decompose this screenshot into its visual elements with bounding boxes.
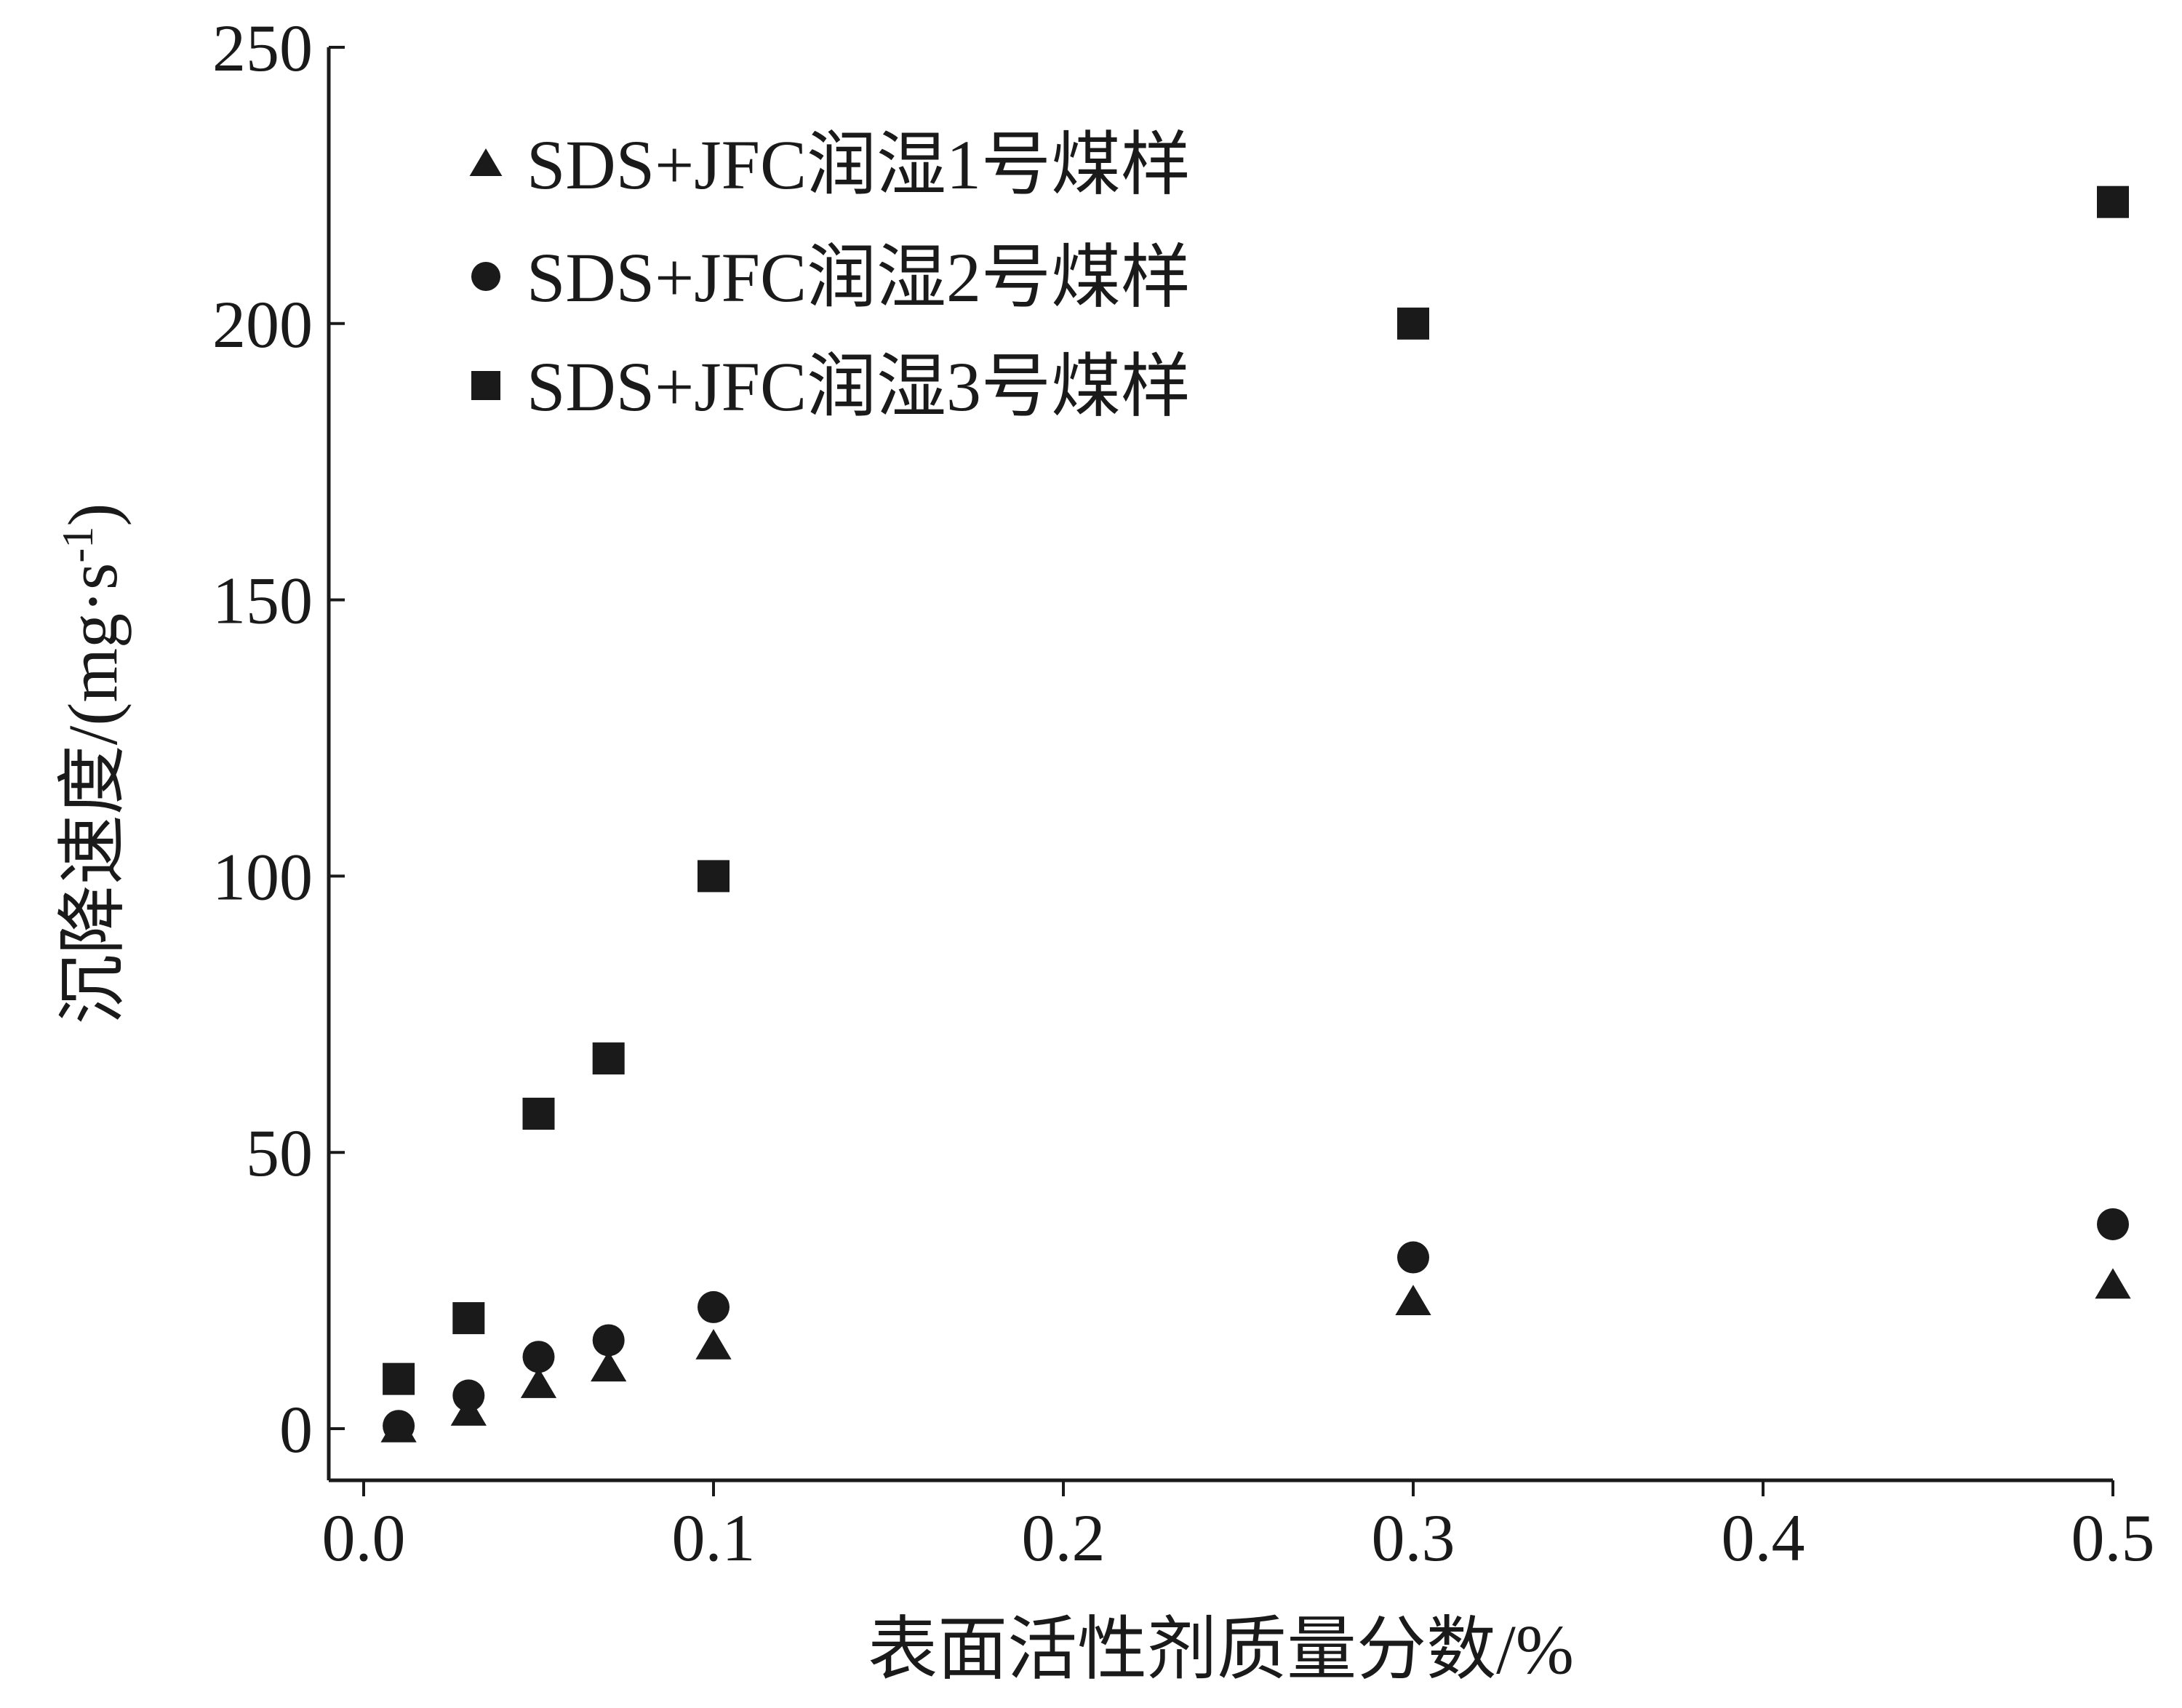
circle-point [1397,1241,1429,1274]
y-tick-label: 200 [212,287,313,362]
triangle-point [591,1351,627,1382]
legend-label: SDS+JFC润湿2号煤样 [527,239,1191,316]
x-ticks: 0.0 0.1 0.2 0.3 0.4 0.5 [322,1480,2155,1575]
triangle-point [520,1368,557,1398]
x-tick-label: 0.3 [1372,1501,1455,1575]
circle-point [592,1324,625,1357]
circle-point [698,1290,730,1323]
x-tick-label: 0.2 [1022,1501,1106,1575]
circle-point [452,1379,485,1412]
x-tick-label: 0.4 [1722,1501,1805,1575]
square-point [2097,185,2129,218]
y-tick-label: 250 [212,11,313,85]
legend-marker-triangle [469,148,503,176]
series-1 [380,1268,2131,1442]
y-tick-label: 100 [212,839,313,914]
x-tick-label: 0.1 [672,1501,756,1575]
x-tick-label: 0.5 [2071,1501,2155,1575]
circle-point [522,1341,555,1373]
x-tick-label: 0.0 [322,1501,406,1575]
axes [327,47,2113,1482]
circle-point [2097,1208,2129,1240]
y-tick-label: 50 [246,1116,313,1190]
square-point [383,1362,415,1395]
square-point [522,1098,555,1130]
y-axis-label-superscript: -1 [54,527,102,563]
legend-marker-square [471,371,500,400]
x-axis-label: 表面活性剂质量分数/% [868,1611,1574,1688]
legend: SDS+JFC润湿1号煤样 SDS+JFC润湿2号煤样 SDS+JFC润湿3号煤样 [469,126,1191,426]
y-axis-label: 沉降速度/(mg·s-1) [54,503,132,1025]
square-point [1397,307,1429,340]
legend-marker-circle [471,262,500,291]
square-point [592,1042,625,1075]
y-axis-label-tail: ) [54,503,132,527]
y-ticks: 0 50 100 150 200 250 [212,11,345,1466]
y-axis-label-main: 沉降速度/(mg·s [54,563,132,1025]
square-point [452,1302,485,1335]
data-points [380,185,2131,1442]
triangle-point [695,1328,732,1360]
legend-label: SDS+JFC润湿1号煤样 [527,126,1191,204]
legend-label: SDS+JFC润湿3号煤样 [527,348,1191,426]
square-point [698,860,730,893]
series-3 [383,185,2129,1395]
circle-point [383,1410,415,1442]
triangle-point [2095,1268,2131,1299]
triangle-point [1395,1285,1431,1315]
series-2 [383,1208,2129,1442]
y-tick-label: 150 [212,564,313,638]
y-tick-label: 0 [279,1392,313,1466]
